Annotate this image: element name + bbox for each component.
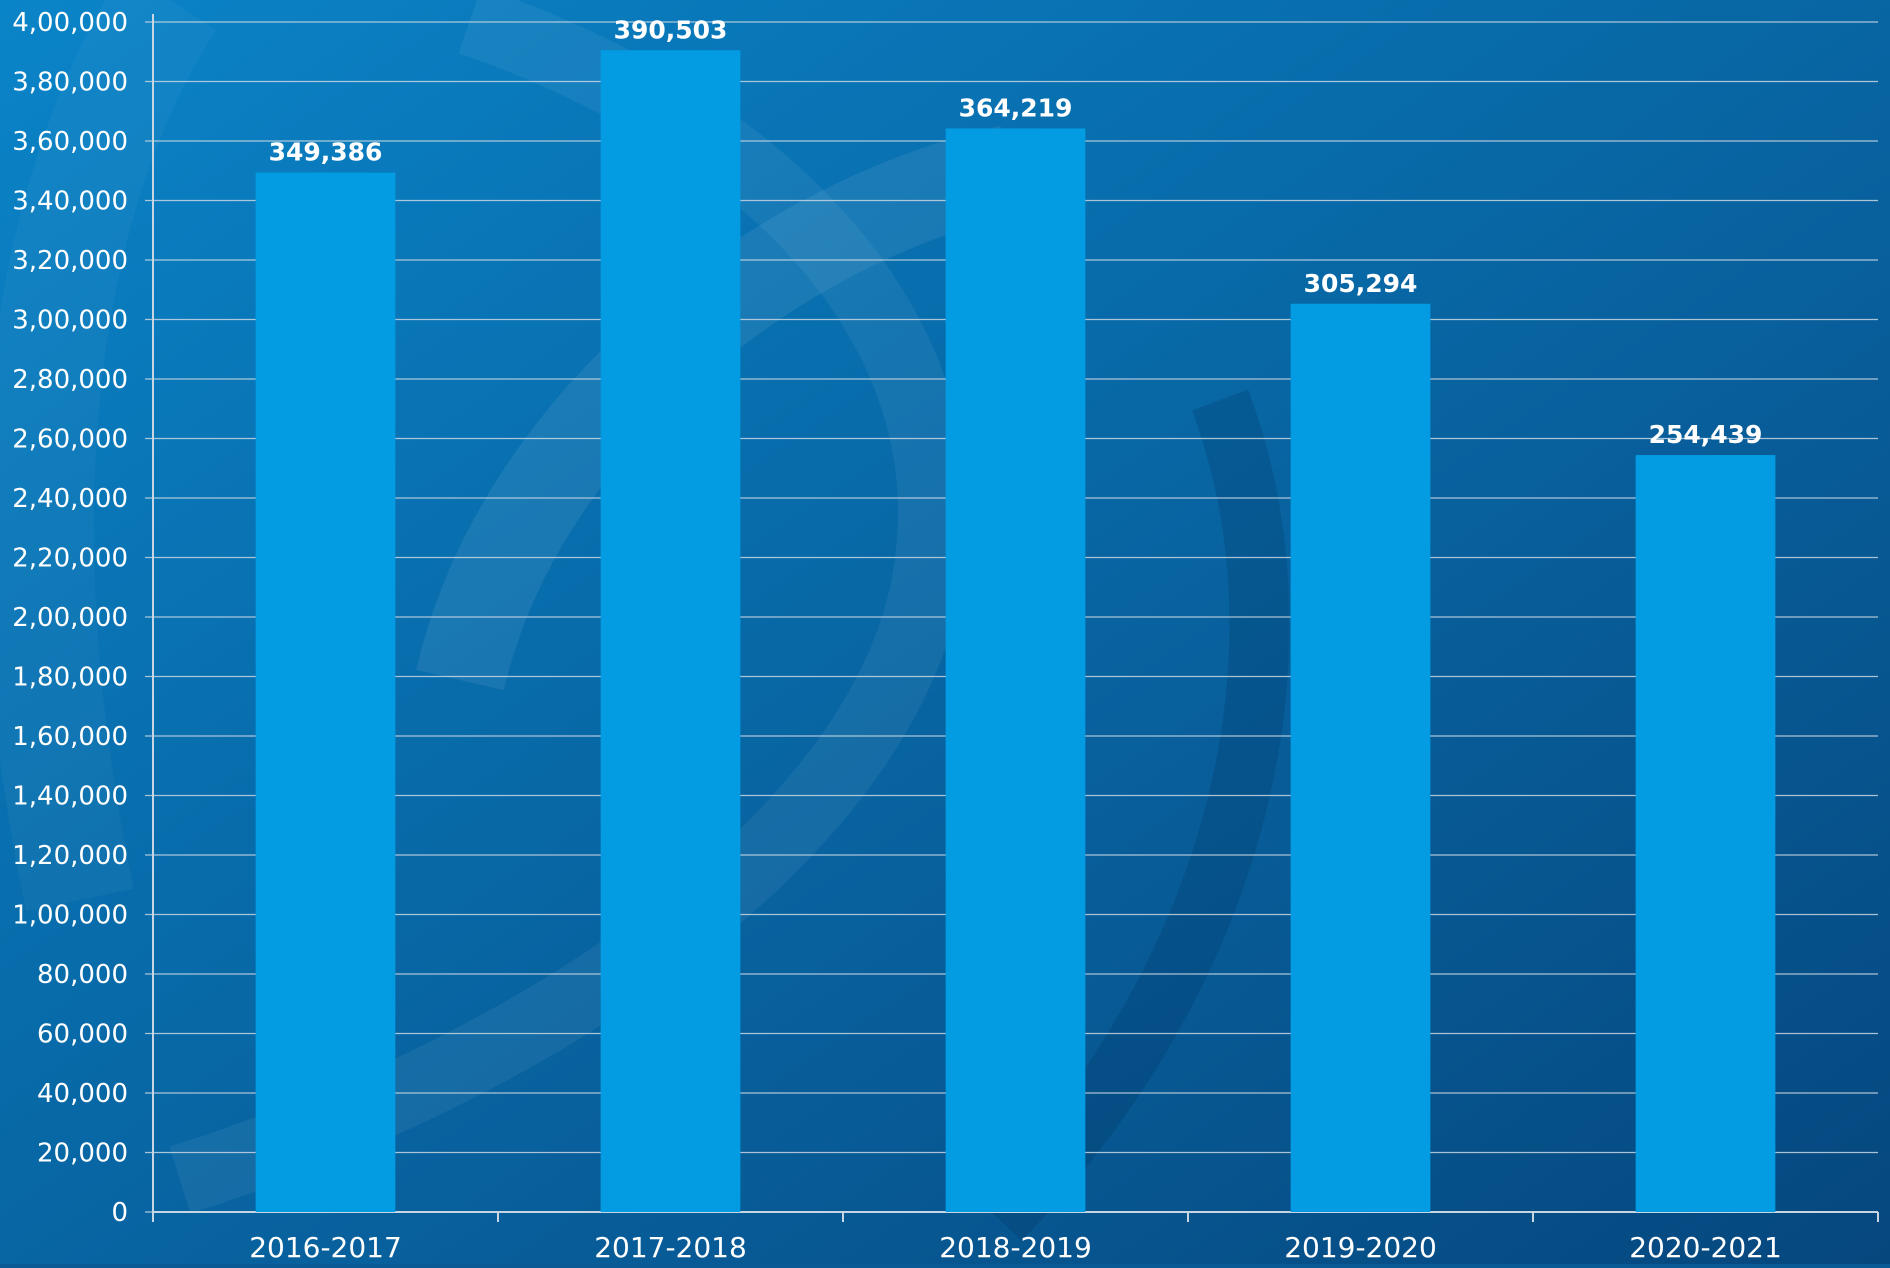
y-tick-label: 1,20,000	[12, 841, 128, 871]
bar-value-label: 390,503	[614, 15, 728, 44]
y-tick-label: 20,000	[37, 1139, 128, 1169]
y-tick-label: 3,80,000	[12, 68, 128, 98]
y-tick-label: 60,000	[37, 1020, 128, 1050]
y-tick-label: 1,40,000	[12, 782, 128, 812]
y-tick-label: 3,00,000	[12, 306, 128, 336]
y-tick-label: 3,20,000	[12, 246, 128, 276]
data-labels: 349,386 390,503 364,219 305,294 254,439	[269, 15, 1763, 449]
bar-value-label: 349,386	[269, 138, 383, 167]
y-tick-label: 1,60,000	[12, 722, 128, 752]
bar-2018-2019	[945, 128, 1086, 1212]
x-tick-label: 2020-2021	[1629, 1231, 1782, 1264]
y-tick-label: 80,000	[37, 960, 128, 990]
x-tick-label: 2017-2018	[594, 1231, 747, 1264]
y-axis-tick-labels: 0 20,000 40,000 60,000 80,000 1,00,000 1,20,00…	[12, 8, 128, 1228]
y-tick-label: 3,40,000	[12, 187, 128, 217]
y-tick-label: 3,60,000	[12, 127, 128, 157]
bar-2017-2018	[600, 50, 741, 1213]
y-tick-label: 2,40,000	[12, 484, 128, 514]
bar-value-label: 254,439	[1649, 420, 1763, 449]
y-tick-label: 1,80,000	[12, 663, 128, 693]
y-tick-label: 1,00,000	[12, 901, 128, 931]
x-tick-label: 2016-2017	[249, 1231, 402, 1264]
x-axis-tick-labels: 2016-2017 2017-2018 2018-2019 2019-2020 2020…	[249, 1231, 1782, 1264]
bars	[255, 50, 1776, 1213]
x-tick-label: 2018-2019	[939, 1231, 1092, 1264]
y-tick-label: 0	[111, 1198, 128, 1228]
bar-value-label: 364,219	[959, 93, 1073, 122]
bar-value-label: 305,294	[1304, 269, 1418, 298]
y-tick-label: 2,00,000	[12, 603, 128, 633]
y-tick-label: 2,80,000	[12, 365, 128, 395]
bar-2020-2021	[1635, 455, 1776, 1213]
y-tick-label: 40,000	[37, 1079, 128, 1109]
bar-2016-2017	[255, 172, 396, 1212]
y-tick-label: 4,00,000	[12, 8, 128, 38]
x-tick-label: 2019-2020	[1284, 1231, 1437, 1264]
bar-2019-2020	[1290, 303, 1431, 1212]
y-tick-label: 2,20,000	[12, 544, 128, 574]
y-tick-label: 2,60,000	[12, 425, 128, 455]
